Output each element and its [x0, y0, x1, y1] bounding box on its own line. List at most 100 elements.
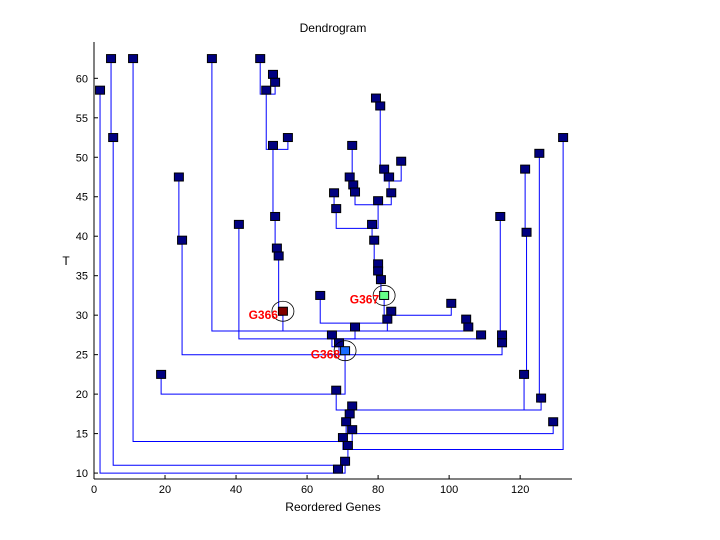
y-tick-label: 60 [76, 73, 88, 85]
y-tick-label: 50 [76, 152, 88, 164]
x-tick-label: 0 [91, 484, 97, 496]
dendrogram-node[interactable] [156, 369, 167, 379]
y-tick-label: 35 [76, 271, 88, 283]
chart-title: Dendrogram [300, 21, 367, 35]
dendrogram-node[interactable] [367, 219, 378, 229]
dendrogram-link [379, 105, 385, 174]
dendrogram-link [112, 137, 346, 466]
dendrogram-link [99, 90, 338, 474]
dendrogram-node[interactable] [267, 140, 278, 150]
dendrogram-node[interactable] [332, 464, 343, 474]
dendrogram-node[interactable] [331, 204, 342, 214]
highlight-circle [372, 285, 396, 306]
dendrogram-link [347, 137, 564, 450]
dendrogram-node[interactable] [370, 93, 381, 103]
dendrogram-node[interactable] [342, 440, 353, 450]
dendrogram-link [181, 240, 346, 356]
x-tick-label: 60 [301, 484, 313, 496]
dendrogram-node[interactable] [497, 330, 508, 340]
dendrogram-node[interactable] [177, 235, 188, 245]
y-tick-label: 15 [76, 429, 88, 441]
y-tick-label: 55 [76, 113, 88, 125]
dendrogram-node[interactable] [495, 211, 506, 221]
highlighted-gene-node[interactable] [277, 306, 288, 316]
dendrogram-node[interactable] [461, 314, 472, 324]
dendrogram-node[interactable] [108, 133, 119, 143]
dendrogram-node[interactable] [344, 172, 355, 182]
dendrogram-node[interactable] [334, 338, 345, 348]
dendrogram-node[interactable] [350, 322, 361, 332]
dendrogram-node[interactable] [369, 235, 380, 245]
y-axis-label: T [62, 254, 70, 268]
dendrogram-node[interactable] [347, 425, 358, 435]
dendrogram-node[interactable] [255, 54, 266, 64]
dendrogram-node[interactable] [315, 290, 326, 300]
dendrogram-node[interactable] [521, 227, 532, 237]
dendrogram-node[interactable] [273, 251, 284, 261]
x-tick-label: 40 [230, 484, 242, 496]
dendrogram-link [238, 224, 332, 340]
dendrogram-node[interactable] [373, 196, 384, 206]
dendrogram-node[interactable] [233, 219, 244, 229]
highlight-circle [271, 300, 295, 322]
x-tick-label: 100 [440, 484, 458, 496]
dendrogram-node[interactable] [206, 54, 217, 64]
x-tick-label: 80 [372, 484, 384, 496]
dendrogram-link [499, 216, 503, 340]
dendrogram-link [355, 327, 469, 332]
dendrogram-node[interactable] [106, 54, 117, 64]
dendrogram-node[interactable] [331, 385, 342, 395]
y-tick-label: 10 [76, 468, 88, 480]
dendrogram-node[interactable] [267, 69, 278, 79]
dendrogram-node[interactable] [476, 330, 487, 340]
dendrogram-node[interactable] [271, 243, 282, 253]
dendrogram-node[interactable] [375, 275, 386, 285]
dendrogram-node[interactable] [534, 148, 545, 158]
dendrogram-link [538, 153, 542, 403]
dendrogram-node[interactable] [350, 187, 361, 197]
highlighted-gene-node[interactable] [379, 290, 390, 300]
dendrogram-node[interactable] [373, 266, 384, 276]
dendrogram-node[interactable] [520, 164, 531, 174]
dendrogram-node[interactable] [95, 85, 106, 95]
y-tick-label: 20 [76, 389, 88, 401]
dendrogram-node[interactable] [261, 85, 272, 95]
x-tick-label: 120 [511, 484, 529, 496]
dendrogram-node[interactable] [347, 140, 358, 150]
dendrogram-node[interactable] [282, 133, 293, 143]
x-axis-label: Reordered Genes [285, 500, 380, 514]
dendrogram-node[interactable] [340, 456, 351, 466]
dendrogram-node[interactable] [379, 164, 390, 174]
dendrogram-node[interactable] [548, 417, 559, 427]
dendrogram-node[interactable] [270, 77, 281, 87]
dendrogram-node[interactable] [558, 133, 569, 143]
dendrogram-node[interactable] [341, 417, 352, 427]
dendrogram-node[interactable] [446, 298, 457, 308]
dendrogram-node[interactable] [384, 172, 395, 182]
highlighted-gene-node[interactable] [340, 346, 351, 356]
dendrogram-node[interactable] [497, 338, 508, 348]
x-tick-label: 20 [159, 484, 171, 496]
dendrogram-link [345, 342, 503, 356]
dendrogram-link [352, 421, 554, 435]
dendrogram-node[interactable] [128, 54, 139, 64]
dendrogram-node[interactable] [386, 306, 397, 316]
dendrogram-node[interactable] [536, 393, 547, 403]
dendrogram-node[interactable] [344, 409, 355, 419]
dendrogram-node[interactable] [386, 188, 397, 198]
dendrogram-node[interactable] [396, 156, 407, 166]
dendrogram-node[interactable] [329, 188, 340, 198]
dendrogram-link [331, 334, 482, 340]
dendrogram-node[interactable] [173, 172, 184, 182]
dendrogram-node[interactable] [519, 369, 530, 379]
dendrogram-node[interactable] [463, 322, 474, 332]
dendrogram-link [352, 374, 525, 411]
dendrogram-node[interactable] [337, 433, 348, 443]
dendrogram-node[interactable] [347, 401, 358, 411]
y-tick-label: 25 [76, 350, 88, 362]
dendrogram-node[interactable] [375, 101, 386, 111]
dendrogram-node[interactable] [382, 314, 393, 324]
y-tick-label: 30 [76, 310, 88, 322]
dendrogram-node[interactable] [326, 330, 337, 340]
dendrogram-node[interactable] [270, 211, 281, 221]
